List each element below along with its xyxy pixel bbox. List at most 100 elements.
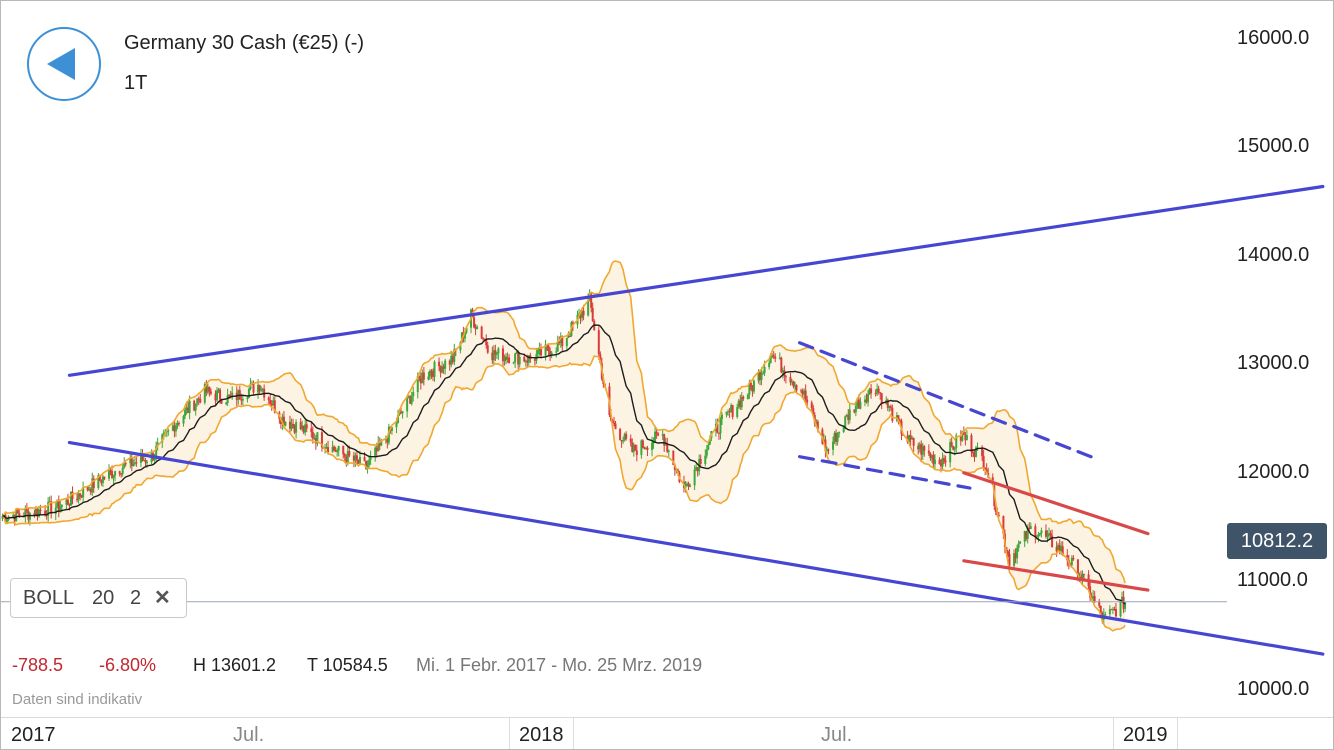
candle-body xyxy=(279,419,282,424)
candle-body xyxy=(118,471,121,474)
last-price-tag: 10812.2 xyxy=(1227,523,1327,559)
candle-body xyxy=(316,432,319,444)
candle-body xyxy=(272,400,275,406)
candle-body xyxy=(247,388,250,398)
candle-body xyxy=(407,396,410,398)
candle-body xyxy=(485,339,488,346)
candle-body xyxy=(401,411,404,414)
candle-body xyxy=(920,444,923,455)
candle-body xyxy=(981,447,984,457)
candle-body xyxy=(772,355,775,357)
candle-body xyxy=(33,513,36,516)
candle-body xyxy=(451,356,454,362)
candle-body xyxy=(331,446,334,453)
candle-body xyxy=(12,514,15,517)
candle-body xyxy=(1058,545,1061,552)
candle-body xyxy=(1040,530,1043,534)
candle-body xyxy=(427,376,430,380)
candle-body xyxy=(763,367,766,373)
candle-body xyxy=(476,326,479,329)
candle-body xyxy=(380,440,383,446)
candle-body xyxy=(1028,527,1031,529)
candle-body xyxy=(410,396,413,404)
candle-body xyxy=(533,359,536,361)
candle-body xyxy=(375,447,378,452)
candle-body xyxy=(261,388,264,390)
candle-body xyxy=(187,407,190,413)
candle-body xyxy=(760,373,763,380)
candle-body xyxy=(768,363,771,368)
candle-body xyxy=(135,462,138,464)
candle-body xyxy=(857,399,860,409)
candle-body xyxy=(844,416,847,428)
candle-body xyxy=(663,434,666,446)
candle-body xyxy=(354,455,357,461)
y-tick-label: 10000.0 xyxy=(1237,677,1310,700)
candle-body xyxy=(384,439,387,441)
candle-body xyxy=(193,400,196,411)
candle-body xyxy=(854,405,857,413)
candle-body xyxy=(778,357,781,359)
candle-body xyxy=(497,348,500,354)
candle-body xyxy=(1121,596,1124,602)
candle-body xyxy=(739,400,742,408)
candle-body xyxy=(304,424,307,433)
timeline-label-2018: 2018 xyxy=(509,718,574,749)
candle-body xyxy=(249,383,252,389)
candle-body xyxy=(536,349,539,354)
candle-body xyxy=(886,399,889,408)
candle-body xyxy=(441,366,444,373)
timeline-navigator[interactable]: 2017 Jul. 2018 Jul. 2019 xyxy=(1,717,1333,749)
indicator-chip[interactable]: BOLL 20 2 ✕ xyxy=(10,578,187,618)
candle-body xyxy=(751,386,754,392)
candle-body xyxy=(897,415,900,421)
candle-body xyxy=(1076,559,1079,580)
candle-body xyxy=(421,372,424,384)
candle-body xyxy=(257,384,260,393)
candle-body xyxy=(293,425,296,433)
candle-body xyxy=(206,386,209,393)
candle-body xyxy=(505,356,508,360)
close-icon[interactable]: ✕ xyxy=(154,587,171,609)
candle-body xyxy=(506,357,509,360)
candle-body xyxy=(333,446,336,451)
candle-body xyxy=(141,455,144,461)
candle-body xyxy=(1019,541,1022,544)
candle-body xyxy=(409,396,412,404)
candle-body xyxy=(412,392,415,397)
price-chart[interactable] xyxy=(1,1,1334,717)
candle-body xyxy=(60,504,63,508)
candle-body xyxy=(812,407,815,416)
candle-body xyxy=(86,486,89,491)
candle-body xyxy=(260,389,263,391)
candle-body xyxy=(1098,601,1101,606)
candle-body xyxy=(838,432,841,434)
candle-body xyxy=(943,458,946,461)
candle-body xyxy=(1046,535,1049,537)
candle-body xyxy=(803,390,806,395)
candle-body xyxy=(514,353,517,363)
candle-body xyxy=(366,465,369,469)
candle-body xyxy=(352,455,355,461)
candle-body xyxy=(422,372,425,380)
candle-body xyxy=(547,345,550,352)
trendline-blue-2 xyxy=(797,341,1101,462)
candle-body xyxy=(632,444,635,452)
back-button[interactable] xyxy=(27,27,101,101)
candle-body xyxy=(909,435,912,440)
candle-body xyxy=(1002,515,1005,534)
candle-body xyxy=(76,499,79,501)
candle-body xyxy=(430,370,433,374)
candle-body xyxy=(544,344,547,356)
candle-body xyxy=(804,390,807,400)
candle-body xyxy=(208,386,211,392)
bollinger-middle-band xyxy=(2,324,1126,605)
candle-body xyxy=(1119,601,1122,617)
candle-body xyxy=(941,458,944,467)
candle-body xyxy=(707,444,710,450)
candle-body xyxy=(188,400,191,413)
candle-body xyxy=(930,454,933,459)
candle-body xyxy=(56,499,59,508)
candle-body xyxy=(746,394,749,399)
candle-body xyxy=(431,373,434,377)
